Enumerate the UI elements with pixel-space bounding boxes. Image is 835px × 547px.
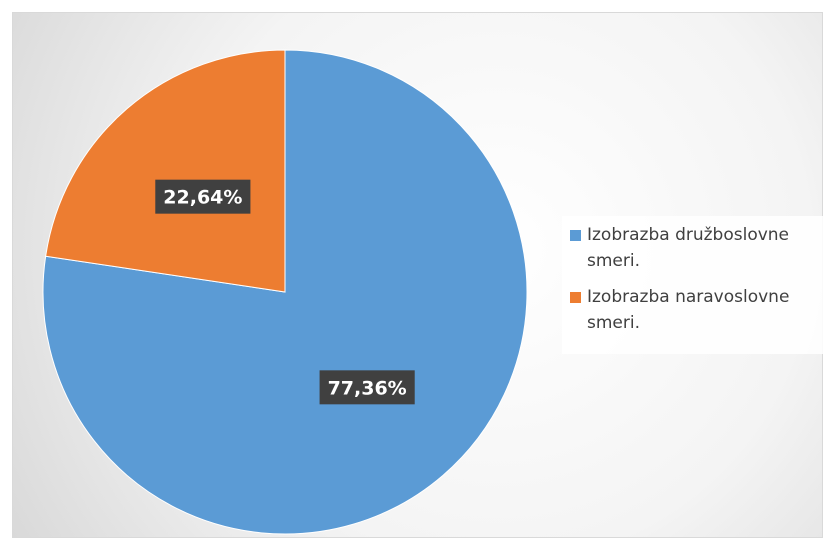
data-label-box bbox=[319, 370, 415, 405]
pie-slice bbox=[45, 49, 286, 293]
data-label-text: 22,64% bbox=[163, 187, 242, 209]
pie-slice bbox=[42, 49, 528, 535]
legend-entry: Izobrazba družboslovne smeri. bbox=[570, 222, 835, 274]
legend-swatch bbox=[570, 230, 581, 241]
legend-swatch bbox=[570, 292, 581, 303]
legend-label: Izobrazba družboslovne smeri. bbox=[587, 225, 790, 271]
legend-label: Izobrazba naravoslovne smeri. bbox=[587, 287, 790, 333]
data-label-text: 77,36% bbox=[328, 377, 407, 399]
legend: Izobrazba družboslovne smeri. Izobrazba n… bbox=[562, 216, 835, 354]
data-label: 22,64% bbox=[155, 179, 251, 214]
legend-entry: Izobrazba naravoslovne smeri. bbox=[570, 284, 835, 336]
data-label-box bbox=[155, 179, 251, 214]
data-label: 77,36% bbox=[319, 370, 415, 405]
